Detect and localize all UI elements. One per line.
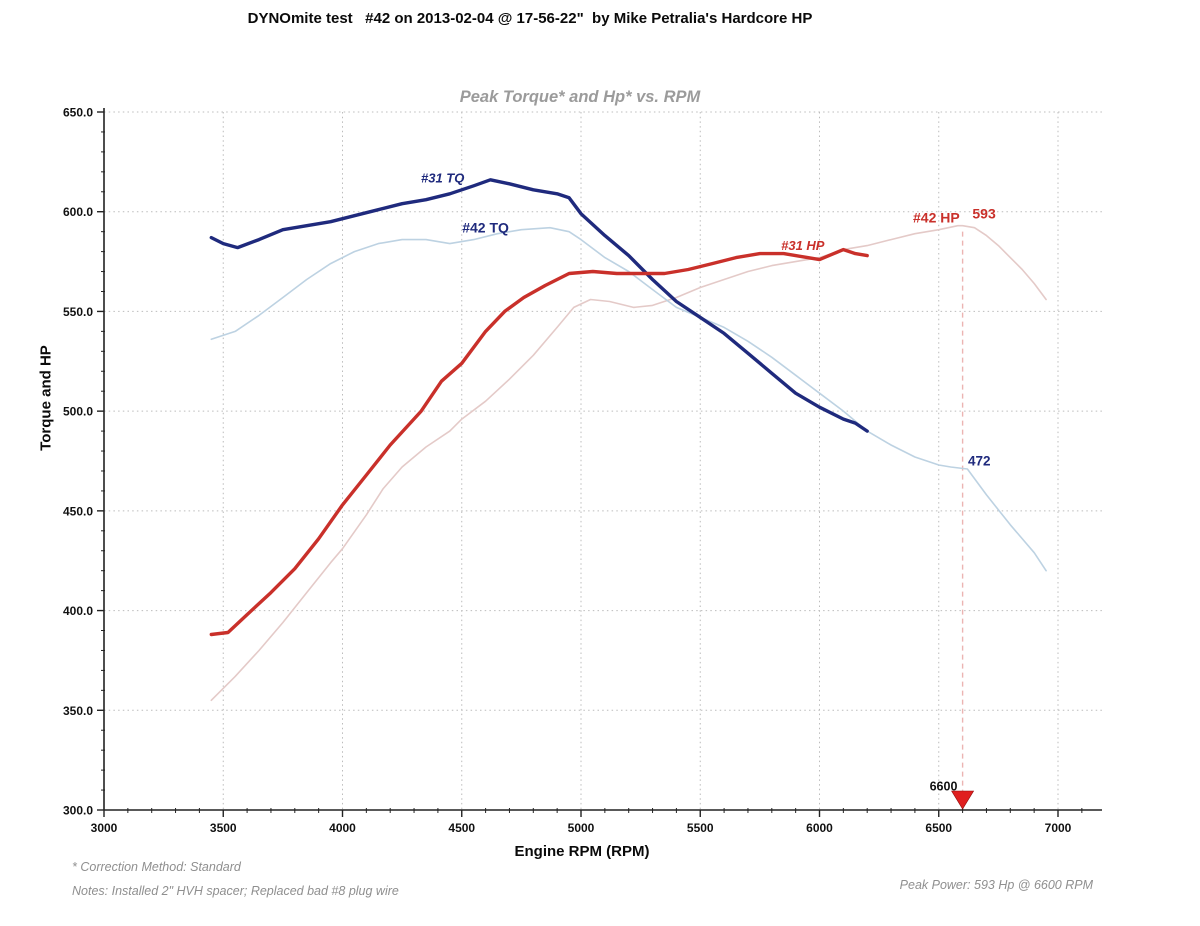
peak-power-note: Peak Power: 593 Hp @ 6600 RPM	[899, 878, 1093, 892]
curve-label-6600: 6600	[930, 779, 958, 793]
run-notes: Notes: Installed 2" HVH spacer; Replaced…	[72, 884, 399, 898]
curve-label-472: 472	[968, 454, 991, 469]
x-tick-label: 3000	[91, 821, 118, 835]
y-tick-label: 400.0	[63, 604, 93, 618]
correction-method-note: * Correction Method: Standard	[72, 860, 241, 874]
series-31-hp	[209, 247, 869, 637]
curve-label-42-tq: #42 TQ	[462, 220, 509, 236]
x-tick-label: 7000	[1045, 821, 1072, 835]
y-tick-label: 500.0	[63, 405, 93, 419]
chart-title: Peak Torque* and Hp* vs. RPM	[459, 88, 701, 106]
curve-label-42-hp: #42 HP	[913, 210, 960, 226]
series-42-hp	[210, 224, 1047, 702]
x-axis-label: Engine RPM (RPM)	[514, 843, 650, 860]
curve-label-31-hp: #31 HP	[781, 238, 825, 253]
x-tick-label: 3500	[210, 821, 237, 835]
x-tick-label: 4000	[329, 821, 356, 835]
report-title: DYNOmite test #42 on 2013-02-04 @ 17-56-…	[247, 10, 813, 27]
curve-label-31-tq: #31 TQ	[421, 170, 464, 185]
series-31-tq	[209, 178, 869, 433]
curve-label-593: 593	[972, 206, 996, 222]
y-tick-label: 550.0	[63, 305, 93, 319]
y-tick-label: 350.0	[63, 704, 93, 718]
x-tick-label: 5000	[568, 821, 595, 835]
y-tick-label: 300.0	[63, 804, 93, 818]
y-tick-label: 600.0	[63, 205, 93, 219]
y-tick-label: 450.0	[63, 504, 93, 518]
x-tick-label: 6000	[806, 821, 833, 835]
y-tick-label: 650.0	[63, 106, 93, 120]
x-tick-label: 5500	[687, 821, 714, 835]
x-tick-label: 4500	[448, 821, 475, 835]
peak-rpm-triangle-marker	[951, 790, 975, 810]
series-42-tq	[210, 226, 1047, 572]
x-tick-label: 6500	[925, 821, 952, 835]
